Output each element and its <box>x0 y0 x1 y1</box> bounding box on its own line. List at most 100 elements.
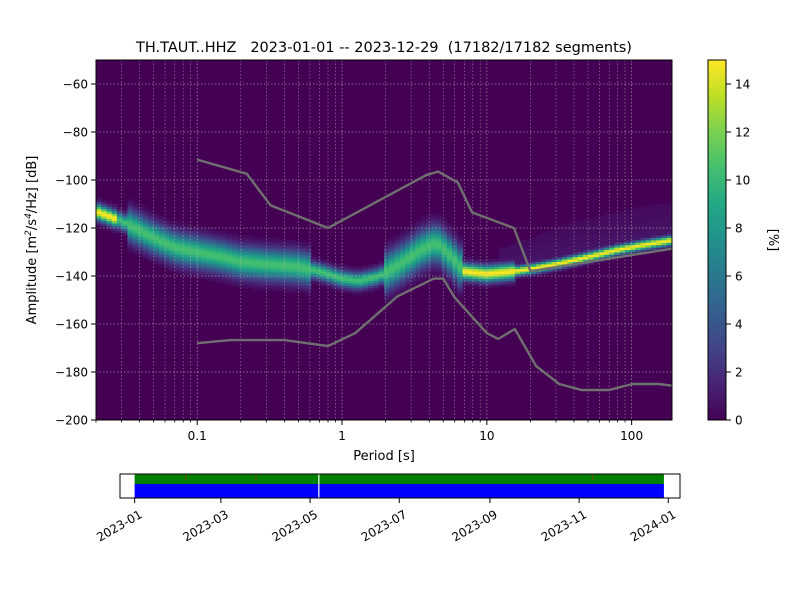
heat-cell <box>520 259 526 262</box>
heat-cell <box>520 240 526 243</box>
heat-cell <box>645 218 652 222</box>
heat-cell <box>300 271 307 274</box>
heat-cell <box>504 283 511 286</box>
heat-cell <box>651 247 657 250</box>
heat-cell <box>373 278 380 282</box>
heat-cell <box>111 230 118 234</box>
heat-cell <box>226 271 233 274</box>
heat-cell <box>619 237 626 241</box>
heat-cell <box>656 242 663 246</box>
heat-cell <box>567 247 574 250</box>
heat-cell <box>630 252 636 255</box>
heat-cell <box>425 252 432 255</box>
heat-cell <box>253 242 259 246</box>
heat-cell <box>300 254 307 258</box>
heat-cell <box>567 244 574 248</box>
heat-cell <box>242 276 249 279</box>
heat-cell <box>619 211 626 214</box>
heat-cell <box>305 249 312 253</box>
timeline-tick-label: 2023-09 <box>449 507 499 544</box>
heat-cell <box>551 271 558 274</box>
heat-cell <box>588 235 595 238</box>
heat-cell <box>431 259 437 262</box>
plot-frame <box>95 59 673 421</box>
heat-cell <box>143 254 149 258</box>
heat-cell <box>179 256 186 260</box>
heat-cell <box>415 256 422 260</box>
heat-cell <box>221 261 228 265</box>
heat-cell <box>247 278 254 282</box>
heat-cell <box>645 249 652 253</box>
heat-cell <box>226 252 233 255</box>
heat-cell <box>279 278 286 282</box>
heat-cell <box>441 247 448 250</box>
heat-cell <box>546 259 553 262</box>
heat-cell <box>394 240 401 243</box>
heat-cell <box>101 211 108 214</box>
heat-cell <box>294 268 301 272</box>
heat-cell <box>274 247 280 250</box>
heat-cell <box>415 232 422 236</box>
heat-cell <box>530 271 537 274</box>
heat-cell <box>336 280 343 284</box>
heat-cell <box>446 280 453 284</box>
y-tick-label: −100 <box>55 174 88 188</box>
heat-cell <box>609 218 615 222</box>
heat-cell <box>645 225 652 229</box>
heat-cell <box>200 261 207 265</box>
heat-cell <box>221 237 228 241</box>
heat-cell <box>488 273 495 277</box>
heat-cell <box>389 264 396 267</box>
heat-cell <box>619 252 626 255</box>
heat-cell <box>368 290 375 294</box>
heat-cell <box>457 285 464 289</box>
heat-cell <box>389 256 396 260</box>
heat-cell <box>96 208 102 212</box>
heat-cell <box>556 228 563 231</box>
heat-cell <box>247 271 254 274</box>
heat-cell <box>441 273 448 277</box>
heat-cell <box>158 261 165 265</box>
heat-cell <box>410 283 417 286</box>
heat-cell <box>431 266 437 270</box>
heat-cell <box>588 247 595 250</box>
heat-cell <box>305 256 312 260</box>
timeline-band <box>134 474 664 484</box>
heat-cell <box>431 244 437 248</box>
heat-cell <box>258 285 265 289</box>
heat-cell <box>593 249 600 253</box>
y-tick-label: −200 <box>55 414 88 428</box>
heat-cell <box>279 259 286 262</box>
heat-cell <box>609 242 615 246</box>
heat-cell <box>556 268 563 272</box>
heat-cell <box>237 247 244 250</box>
heat-cell <box>425 247 432 250</box>
heat-cell <box>666 211 672 214</box>
heat-cell <box>190 254 197 258</box>
heat-cell <box>504 280 511 284</box>
heat-cell <box>619 218 626 222</box>
heat-cell <box>137 216 144 219</box>
heat-cell <box>315 278 322 282</box>
heat-cell <box>577 247 584 250</box>
heat-cell <box>399 242 406 246</box>
heat-cell <box>640 232 647 236</box>
heat-cell <box>300 278 307 282</box>
heat-cell <box>179 271 186 274</box>
heat-cell <box>436 220 443 224</box>
heat-cell <box>556 242 563 246</box>
heat-cell <box>237 256 244 260</box>
heat-cell <box>174 252 181 255</box>
heat-cell <box>577 235 584 238</box>
heat-cell <box>268 252 275 255</box>
heat-cell <box>410 252 417 255</box>
heat-cell <box>593 256 600 260</box>
heat-cell <box>300 290 307 294</box>
heat-cell <box>148 216 155 219</box>
heat-cell <box>352 273 359 277</box>
heat-cell <box>363 278 369 282</box>
heat-cell <box>499 247 506 250</box>
heat-cell <box>425 232 432 236</box>
heat-cell <box>305 264 312 267</box>
heat-cell <box>462 264 469 267</box>
